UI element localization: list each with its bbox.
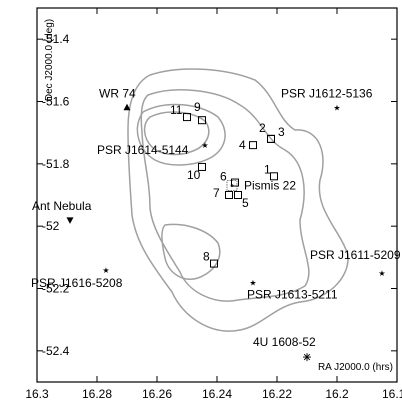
contour-outer xyxy=(127,68,349,332)
region-label: 2 xyxy=(259,121,266,135)
region-label: 8 xyxy=(203,250,210,264)
label-psr-j1612-5136: PSR J1612-5136 xyxy=(281,87,373,101)
region-box xyxy=(183,113,191,122)
asterisk-marker xyxy=(303,353,311,362)
label-ant-nebula: Ant Nebula xyxy=(32,199,92,213)
region-box xyxy=(198,162,206,171)
label-4u-1608-52: 4U 1608-52 xyxy=(253,335,316,349)
y-tick-label: -52.2 xyxy=(42,282,70,296)
y-tick-label: -52 xyxy=(42,219,60,233)
triangle-down-marker xyxy=(66,217,74,224)
y-tick-label: -52.4 xyxy=(42,344,70,358)
x-tick-label: 16.24 xyxy=(202,387,232,401)
contour-3 xyxy=(136,103,226,166)
x-tick-label: 16.26 xyxy=(142,387,172,401)
label-wr-74: WR 74 xyxy=(99,87,136,101)
triangle-up-marker xyxy=(123,103,131,111)
region-box xyxy=(210,259,218,268)
region-label: 7 xyxy=(213,186,220,200)
region-box xyxy=(270,172,278,181)
region-label: 10 xyxy=(187,168,201,182)
label-psr-j1616-5208: PSR J1616-5208 xyxy=(31,276,123,290)
y-tick-label: -51.4 xyxy=(42,32,70,46)
region-label: 4 xyxy=(239,138,246,152)
region-label: 5 xyxy=(242,196,249,210)
region-label: 1 xyxy=(264,162,271,176)
region-box xyxy=(225,191,233,199)
region-box xyxy=(234,191,242,199)
region-box xyxy=(267,134,275,143)
contour-2 xyxy=(140,89,310,302)
y-axis-title: Dec J2000.0 (deg) xyxy=(44,19,55,101)
region-box xyxy=(231,178,239,187)
region-box xyxy=(198,116,206,125)
asterisk-ray xyxy=(303,353,311,361)
label-psr-j1611-5209: PSR J1611-5209 xyxy=(310,248,401,262)
x-tick-label: 16.22 xyxy=(262,387,292,401)
contour-4 xyxy=(143,111,210,156)
label-psr-j1613-5211: PSR J1613-5211 xyxy=(247,287,338,301)
x-tick-label: 16.3 xyxy=(25,387,49,401)
y-tick-label: -51.6 xyxy=(42,95,70,109)
region-label: 9 xyxy=(194,100,201,114)
y-tick-label: -51.8 xyxy=(42,157,70,171)
star-marker: ★ xyxy=(102,266,109,275)
x-axis-title: RA J2000.0 (hrs) xyxy=(318,362,393,373)
region-box xyxy=(249,141,257,150)
star-marker: ★ xyxy=(249,278,256,287)
star-marker: ★ xyxy=(201,141,208,150)
region-label: 11 xyxy=(170,103,183,117)
star-marker: ★ xyxy=(378,269,385,278)
region-label: 3 xyxy=(278,125,285,139)
x-tick-label: 16.2 xyxy=(325,387,349,401)
contour-5 xyxy=(161,223,221,280)
contour-lines xyxy=(127,68,349,332)
x-tick-label: 16.18 xyxy=(382,387,402,401)
region-label: 6 xyxy=(220,170,227,184)
star-marker: ★ xyxy=(333,104,340,113)
label-psr-j1614-5144: PSR J1614-5144 xyxy=(97,143,189,157)
x-tick-label: 16.28 xyxy=(82,387,112,401)
label-pismis-22: Pismis 22 xyxy=(244,179,296,193)
